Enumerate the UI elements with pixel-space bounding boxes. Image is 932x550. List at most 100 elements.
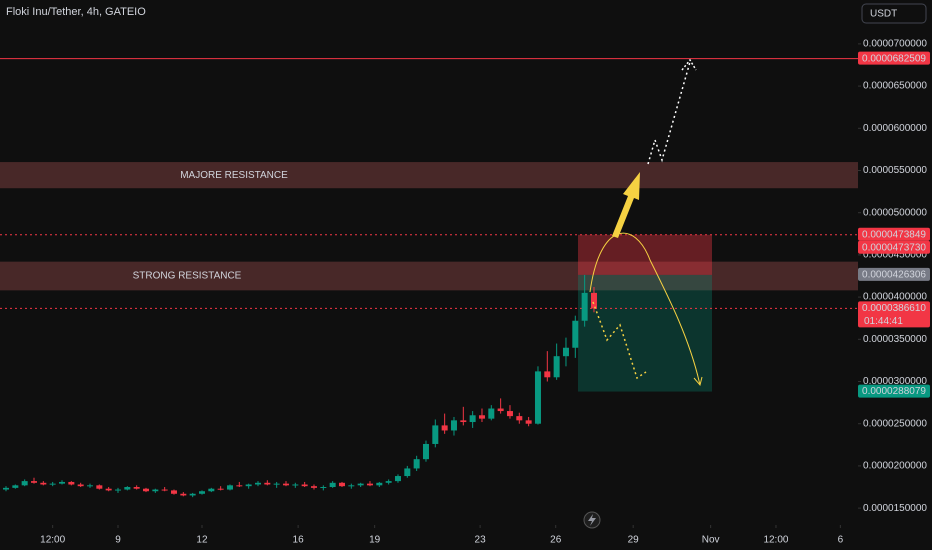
candle-body [161,489,168,491]
x-tick-label: Nov [702,535,720,546]
candle-body [86,485,93,487]
lightning [588,514,596,526]
price-label: 0.0000682509 [862,53,926,64]
y-tick-label: 0.0000600000 [863,123,927,134]
x-tick-label: 26 [550,535,562,546]
drawings [589,58,703,387]
zone-label: STRONG RESISTANCE [133,271,242,282]
x-tick-label: 12:00 [763,535,788,546]
candle-body [170,490,177,494]
candle-body [385,481,392,483]
candle-body [21,481,28,486]
y-tick-label: 0.0000150000 [863,503,927,514]
yellow-arc [589,232,701,386]
candle-body [142,488,149,492]
candle-body [264,482,271,485]
candle-body [12,485,19,488]
candle-body [3,487,10,490]
candle-body [133,487,140,489]
candle-body [320,487,327,489]
candle-body [516,416,523,421]
candle-body [348,485,355,487]
price-label: 0.0000473730 [862,242,926,253]
x-tick-label: 12 [196,535,208,546]
yellow-dotted-path [592,301,647,380]
candle-body [506,411,513,417]
candle-body [236,485,243,487]
candle-body [77,484,84,487]
resistance-zone [0,162,858,189]
x-tick-label: 16 [293,535,305,546]
candle-body [49,483,56,485]
y-tick-label: 0.0000250000 [863,418,927,429]
candle-body [180,493,187,496]
candle-body [460,420,467,423]
candle-body [525,420,532,424]
candle-body [245,484,252,487]
candle-body [432,425,439,444]
currency-button[interactable] [861,3,927,24]
candle-body [329,482,336,488]
candle-body [590,292,597,309]
zone-label: MAJORE RESISTANCE [180,170,288,181]
candle-body [366,483,373,486]
candle-body [292,484,299,486]
candle-body [357,483,364,486]
currency-label: USDT [870,9,897,20]
candle-body [198,491,205,494]
candle-body [114,489,121,491]
candle-body [254,482,261,485]
candle-body [124,487,131,490]
candle-body [301,484,308,487]
y-tick-label: 0.0000200000 [863,461,927,472]
candle-body [478,415,485,419]
y-tick-label: 0.0000300000 [863,376,927,387]
candle-body [469,415,476,423]
candle-body [105,488,112,491]
x-tick-label: 19 [369,535,381,546]
candle-body [282,483,289,486]
resistance-zone [0,261,858,291]
target-zone [578,274,712,392]
yellow-arrow [612,172,640,238]
candle-body [217,488,224,490]
candle-body [58,481,65,484]
price-label: 0.0000426306 [862,270,926,281]
candle-body [189,493,196,496]
candle-body [30,481,37,483]
candle-body [562,347,569,357]
white-arrowhead [681,58,697,71]
price-label-box [858,227,930,241]
chart-title: Floki Inu/Tether, 4h, GATEIO [6,6,146,18]
candle-body [422,443,429,460]
candle-body [394,476,401,482]
candle-body [497,408,504,412]
price-label: 0.0000473849 [862,229,926,240]
price-label-box [858,51,930,65]
price-label-box [858,301,930,328]
price-label: 0.0000288079 [862,386,926,397]
candle-body [208,488,215,492]
candle-body [376,482,383,486]
y-tick-label: 0.0000650000 [863,81,927,92]
countdown: 01:44:41 [864,316,903,327]
y-tick-label: 0.0000400000 [863,292,927,303]
candle-body [441,425,448,431]
x-tick-label: 29 [628,535,640,546]
candle-body [40,482,47,485]
white-dotted-path [647,61,691,165]
y-tick-label: 0.0000450000 [863,250,927,261]
candle-body [544,371,551,378]
candle-body [450,420,457,431]
price-label-box [858,267,930,281]
candle-body [553,356,560,378]
x-tick-label: 12:00 [40,535,65,546]
candle-body [338,482,345,487]
candle-body [488,408,495,419]
price-label-box [858,384,930,398]
y-tick-label: 0.0000550000 [863,165,927,176]
candle-body [96,485,103,489]
x-tick-label: 9 [115,535,121,546]
candle-body [152,489,159,492]
